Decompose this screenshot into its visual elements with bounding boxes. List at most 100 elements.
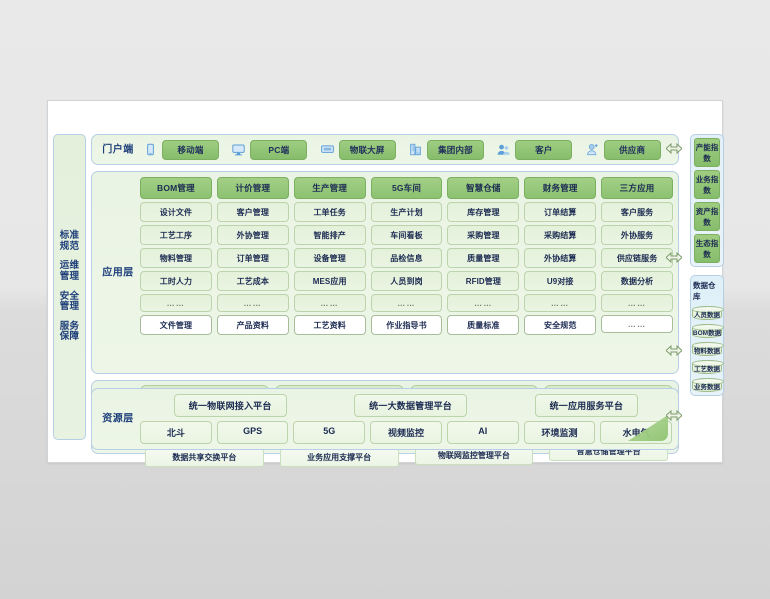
index-pill-3[interactable]: 生态指数 xyxy=(694,234,720,263)
application-cell[interactable]: 工单任务 xyxy=(293,202,366,222)
application-column-footer[interactable]: 安全规范 xyxy=(524,315,597,335)
database-cylinder-0[interactable]: 人员数据 xyxy=(692,306,724,320)
application-column-footer[interactable]: 工艺资料 xyxy=(293,315,366,335)
application-cell-ellipsis: …… xyxy=(140,294,212,312)
database-cylinder-label: 工艺数据 xyxy=(694,366,720,373)
standards-band-item-0: 标准 规范 xyxy=(59,230,80,252)
application-cell[interactable]: 外协服务 xyxy=(601,225,674,245)
application-column-4: 智慧仓储 库存管理 采购管理 质量管理 RFID管理 …… 质量标准 xyxy=(447,177,520,368)
application-column-0: BOM管理设计文件工艺工序物料管理工时人力 …… 文件管理 xyxy=(140,177,212,368)
application-cell[interactable]: 智能排产 xyxy=(293,225,366,245)
application-column-header[interactable]: 生产管理 xyxy=(293,177,366,199)
diagram-card: 标准 规范 运维 管理 安全 管理 服务 保障 门户端 移动端 PC端 物联大屏 集团内部 客户… xyxy=(47,100,724,467)
database-cylinder-2[interactable]: 物料数据 xyxy=(692,342,724,356)
application-cell[interactable]: 工时人力 xyxy=(140,271,212,291)
index-box: 产能指数业务指数资产指数生态指数 xyxy=(690,134,724,267)
portal-item-1[interactable]: PC端 xyxy=(232,139,320,160)
application-cell[interactable]: 客户管理 xyxy=(216,202,289,222)
index-pill-0[interactable]: 产能指数 xyxy=(694,138,720,167)
database-cylinder-label: 物料数据 xyxy=(694,348,720,355)
application-column-1: 计价管理 客户管理 外协管理 订单管理 工艺成本 …… 产品资料 xyxy=(216,177,289,368)
application-cell[interactable]: 采购管理 xyxy=(447,225,520,245)
application-cell[interactable]: 采购结算 xyxy=(524,225,597,245)
application-column-5: 财务管理 订单结算 采购结算 外协结算 U9对接 …… 安全规范 xyxy=(524,177,597,368)
portal-item-0[interactable]: 移动端 xyxy=(144,139,232,160)
application-column-2: 生产管理 工单任务 智能排产 设备管理 MES应用 …… 工艺资料 xyxy=(293,177,366,368)
portal-item-label[interactable]: 物联大屏 xyxy=(338,139,396,160)
resource-item-4[interactable]: AI xyxy=(446,421,519,444)
resource-platform-1[interactable]: 统一大数据管理平台 xyxy=(354,394,467,417)
application-cell-ellipsis: …… xyxy=(601,294,674,312)
data-warehouse-title: 数据仓库 xyxy=(693,281,716,301)
mobile-phone-icon xyxy=(147,143,154,156)
application-cell[interactable]: 品检信息 xyxy=(370,248,443,268)
database-cylinder-1[interactable]: BOM数据 xyxy=(692,324,724,338)
application-cell[interactable]: 设计文件 xyxy=(140,202,212,222)
access-group-footer[interactable]: 数据共享交换平台 xyxy=(145,448,264,467)
database-cylinder-3[interactable]: 工艺数据 xyxy=(692,360,724,374)
index-pill-1[interactable]: 业务指数 xyxy=(694,170,720,199)
portal-item-2[interactable]: 物联大屏 xyxy=(320,139,409,160)
resource-platform-0[interactable]: 统一物联网接入平台 xyxy=(173,394,287,417)
resource-item-1[interactable]: GPS xyxy=(216,421,289,444)
resource-item-0[interactable]: 北斗 xyxy=(140,421,212,444)
standards-band-item-1: 运维 管理 xyxy=(59,260,80,282)
portal-items: 移动端 PC端 物联大屏 集团内部 客户 供应商 xyxy=(144,135,674,164)
database-cylinder-4[interactable]: 业务数据 xyxy=(692,378,724,392)
resource-item-2[interactable]: 5G xyxy=(293,421,366,444)
application-cell[interactable]: 供应链服务 xyxy=(601,248,674,268)
application-cell[interactable]: 物料管理 xyxy=(140,248,212,268)
resource-item-5[interactable]: 环境监测 xyxy=(523,421,596,444)
resource-items: 北斗 GPS 5G 视频监控 AI 环境监测 水电气 xyxy=(140,421,673,444)
application-cell[interactable]: 外协管理 xyxy=(216,225,289,245)
portal-layer-label: 门户端 xyxy=(102,143,134,155)
database-cylinder-label: 人员数据 xyxy=(694,312,720,319)
application-cell[interactable]: 人员到岗 xyxy=(370,271,443,291)
application-column-footer[interactable]: 作业指导书 xyxy=(370,315,443,335)
application-column-footer[interactable]: 质量标准 xyxy=(447,315,520,335)
application-cell[interactable]: 外协结算 xyxy=(524,248,597,268)
application-column-header[interactable]: 智慧仓储 xyxy=(447,177,520,199)
standards-band-item-3: 服务 保障 xyxy=(59,320,80,343)
application-cell[interactable]: 设备管理 xyxy=(293,248,366,268)
application-cell[interactable]: 工艺成本 xyxy=(216,271,289,291)
application-cell[interactable]: 订单管理 xyxy=(216,248,289,268)
application-cell[interactable]: 订单结算 xyxy=(524,202,597,222)
index-pill-2[interactable]: 资产指数 xyxy=(694,202,720,231)
application-column-header[interactable]: 计价管理 xyxy=(216,177,289,199)
application-column-footer[interactable]: 产品资料 xyxy=(216,315,289,335)
application-column-header[interactable]: 三方应用 xyxy=(601,177,674,199)
resource-item-3[interactable]: 视频监控 xyxy=(370,421,442,444)
portal-item-label[interactable]: 供应商 xyxy=(603,139,661,160)
database-cylinder-label: BOM数据 xyxy=(692,330,722,337)
application-cell[interactable]: 客户服务 xyxy=(601,202,674,222)
large-screen-icon xyxy=(320,145,334,153)
application-column-footer[interactable]: 文件管理 xyxy=(140,315,212,335)
application-column-header[interactable]: BOM管理 xyxy=(140,177,212,199)
application-cell[interactable]: 工艺工序 xyxy=(140,225,212,245)
application-cell[interactable]: 质量管理 xyxy=(447,248,520,268)
application-cell[interactable]: 生产计划 xyxy=(370,202,443,222)
portal-item-label[interactable]: 客户 xyxy=(515,139,573,160)
application-cell[interactable]: MES应用 xyxy=(293,271,366,291)
application-column-header[interactable]: 财务管理 xyxy=(524,177,597,199)
portal-item-label[interactable]: 集团内部 xyxy=(426,139,484,160)
application-cell[interactable]: 库存管理 xyxy=(447,202,520,222)
application-cell[interactable]: 车间看板 xyxy=(370,225,443,245)
double-arrow-icon-application xyxy=(666,251,682,264)
portal-item-label[interactable]: PC端 xyxy=(250,139,308,160)
application-column-header[interactable]: 5G车间 xyxy=(370,177,443,199)
application-cell[interactable]: U9对接 xyxy=(524,271,597,291)
resource-platform-2[interactable]: 统一应用服务平台 xyxy=(534,394,639,417)
supplier-person-icon xyxy=(586,144,598,156)
portal-item-3[interactable]: 集团内部 xyxy=(409,139,497,160)
portal-item-5[interactable]: 供应商 xyxy=(586,139,674,160)
portal-item-label[interactable]: 移动端 xyxy=(162,139,219,160)
application-cell[interactable]: RFID管理 xyxy=(447,271,520,291)
application-column-3: 5G车间 生产计划 车间看板 品检信息 人员到岗 …… 作业指导书 xyxy=(370,177,443,368)
portal-item-4[interactable]: 客户 xyxy=(497,139,585,160)
access-group-footer[interactable]: 业务应用支撑平台 xyxy=(279,448,399,467)
standards-band: 标准 规范 运维 管理 安全 管理 服务 保障 xyxy=(53,134,86,440)
application-cell[interactable]: 数据分析 xyxy=(601,271,674,291)
